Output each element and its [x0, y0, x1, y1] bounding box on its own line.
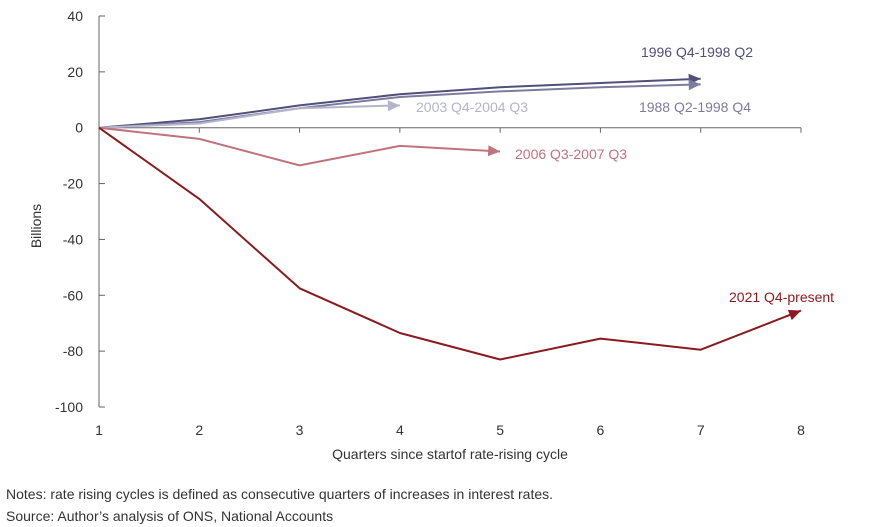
series-line: [98, 77, 701, 129]
chart-notes: Notes: rate rising cycles is defined as …: [6, 486, 554, 502]
series-label: 2003 Q4-2004 Q3: [416, 99, 528, 115]
y-tick-label: 40: [67, 8, 83, 24]
series-label: 1996 Q4-1998 Q2: [641, 44, 753, 60]
x-tick-label: 7: [697, 422, 705, 438]
y-axis: 40 20 0 -20 -40 -60 -80 -100: [55, 8, 105, 415]
x-tick-label: 3: [296, 422, 304, 438]
series-arrowhead: [688, 79, 701, 91]
x-tick-label: 5: [496, 422, 504, 438]
y-tick-label: 20: [67, 64, 83, 80]
series-line: [98, 104, 400, 129]
y-tick-label: -100: [55, 399, 83, 415]
series-group: [98, 73, 802, 361]
y-tick-label: -20: [63, 176, 83, 192]
series-line: [98, 126, 501, 167]
y-tick-label: -80: [63, 343, 83, 359]
series-arrowhead: [487, 145, 501, 157]
line-chart: 40 20 0 -20 -40 -60 -80 -100 1 2 3 4 5 6 7 8 1996 Q4-1…: [28, 8, 834, 462]
series-line: [98, 126, 802, 361]
x-axis-title: Quarters since startof rate-rising cycle: [332, 446, 568, 462]
chart-source: Source: Author’s analysis of ONS, Nation…: [6, 508, 334, 524]
y-axis-title: Billions: [28, 204, 44, 248]
y-tick-label: 0: [75, 120, 83, 136]
y-tick-label: -60: [63, 287, 83, 303]
x-axis: 1 2 3 4 5 6 7 8: [95, 127, 805, 438]
series-line: [98, 83, 701, 129]
series-arrowhead: [787, 309, 801, 321]
x-tick-label: 8: [797, 422, 805, 438]
x-tick-label: 6: [597, 422, 605, 438]
series-label: 1988 Q2-1998 Q4: [639, 99, 751, 115]
y-tick-label: -40: [63, 231, 83, 247]
x-tick-label: 4: [396, 422, 404, 438]
series-arrowhead: [387, 100, 400, 112]
series-label: 2006 Q3-2007 Q3: [515, 146, 627, 162]
x-tick-label: 1: [95, 422, 103, 438]
x-tick-label: 2: [195, 422, 203, 438]
series-label: 2021 Q4-present: [729, 289, 834, 305]
series-labels: 1996 Q4-1998 Q2 1988 Q2-1998 Q4 2003 Q4-20…: [416, 44, 834, 305]
